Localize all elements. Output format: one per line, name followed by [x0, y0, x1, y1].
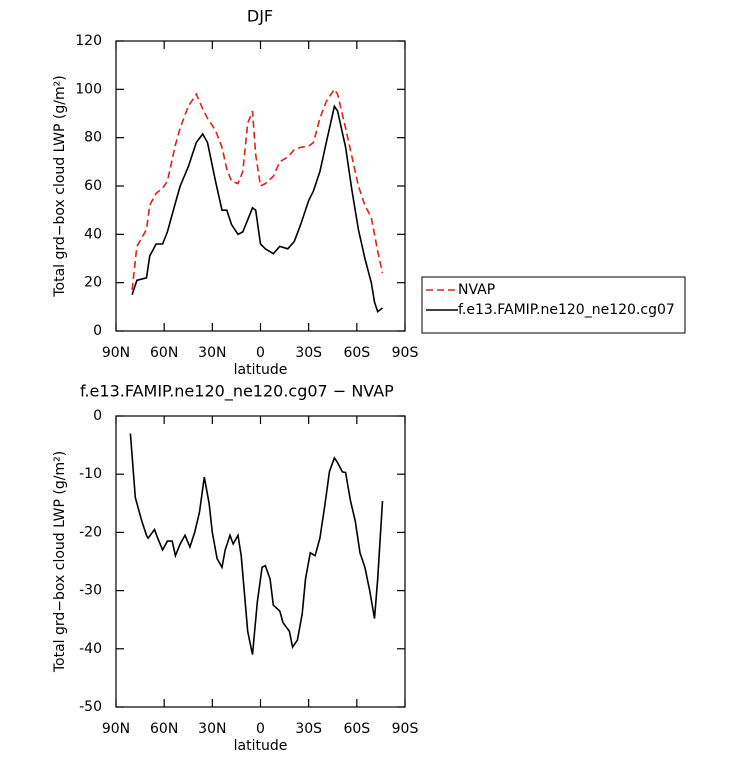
legend-label: f.e13.FAMIP.ne120_ne120.cg07	[458, 302, 675, 318]
y-tick-label: 120	[75, 33, 102, 49]
x-tick-label: 30N	[198, 345, 226, 361]
y-tick-label: -40	[79, 641, 102, 657]
chart-title: DJF	[247, 7, 273, 26]
x-tick-label: 60S	[343, 345, 370, 361]
x-tick-label: 90S	[392, 721, 419, 737]
y-tick-label: 40	[84, 226, 102, 242]
y-tick-label: -30	[79, 583, 102, 599]
x-tick-label: 0	[256, 345, 265, 361]
y-tick-label: -50	[79, 699, 102, 715]
plot-frame	[115, 415, 406, 708]
y-tick-label: 80	[84, 130, 102, 146]
y-tick-label: 0	[93, 323, 102, 339]
y-tick-label: 20	[84, 275, 102, 291]
x-tick-label: 30S	[295, 721, 322, 737]
x-tick-label: 30S	[295, 345, 322, 361]
x-axis-label: latitude	[234, 738, 288, 754]
y-tick-label: -20	[79, 524, 102, 540]
y-axis-label: Total grd−box cloud LWP (g/m²)	[52, 75, 68, 297]
x-axis-label: latitude	[234, 362, 288, 378]
plot-frame	[115, 40, 406, 332]
y-axis-label: Total grd−box cloud LWP (g/m²)	[52, 451, 68, 673]
y-tick-label: 0	[93, 408, 102, 424]
data-line	[131, 87, 384, 290]
y-tick-label: -10	[79, 466, 102, 482]
data-line	[131, 104, 383, 314]
legend-label: NVAP	[458, 282, 495, 298]
x-tick-label: 60N	[150, 721, 178, 737]
chart-title: f.e13.FAMIP.ne120_ne120.cg07 − NVAP	[80, 382, 394, 402]
x-tick-label: 60N	[150, 345, 178, 361]
y-tick-label: 100	[75, 81, 102, 97]
x-tick-label: 0	[256, 721, 265, 737]
x-tick-label: 90N	[102, 721, 130, 737]
y-tick-label: 60	[84, 178, 102, 194]
x-tick-label: 30N	[198, 721, 226, 737]
x-tick-label: 90S	[392, 345, 419, 361]
data-line	[129, 433, 384, 655]
x-tick-label: 90N	[102, 345, 130, 361]
legend-box	[421, 276, 686, 334]
x-tick-label: 60S	[343, 721, 370, 737]
